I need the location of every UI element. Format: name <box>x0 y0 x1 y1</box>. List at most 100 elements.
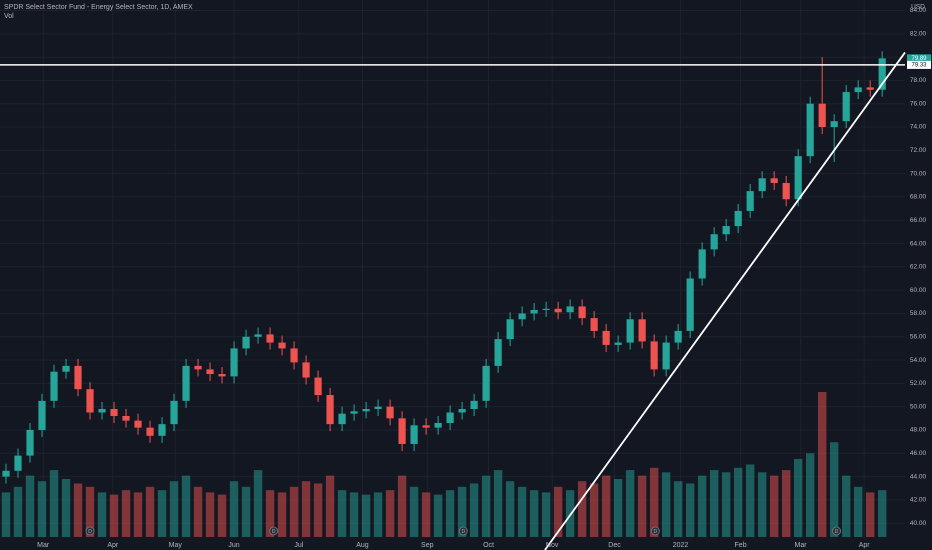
volume-bar <box>625 470 635 537</box>
volume-bar <box>253 470 263 537</box>
volume-bar <box>37 481 47 537</box>
volume-bar <box>325 475 335 537</box>
grid <box>0 0 905 538</box>
volume-bar <box>301 481 311 537</box>
volume-bar <box>145 486 155 537</box>
dividend-label: D <box>654 529 658 535</box>
volume-bar <box>829 442 839 537</box>
volume-bar <box>385 490 395 537</box>
volume-bar <box>553 486 563 537</box>
candle-body <box>158 424 166 436</box>
volume-bar <box>169 481 179 537</box>
candle-body <box>14 455 22 471</box>
candle-body <box>170 400 178 425</box>
candle-body <box>110 409 118 416</box>
volume-bar <box>265 490 275 537</box>
candle-body <box>134 420 142 428</box>
x-tick-label: Feb <box>735 542 747 549</box>
dividend-marker <box>832 526 841 536</box>
y-tick-label: 52.00 <box>910 380 927 387</box>
volume-bar <box>733 467 743 537</box>
dividend-label: D <box>88 529 92 535</box>
candle-body <box>866 87 874 90</box>
candle-body <box>458 409 466 413</box>
candle-body <box>302 362 310 378</box>
x-tick-label: Jul <box>294 542 303 549</box>
candle-body <box>194 365 202 370</box>
volume-bar <box>289 486 299 537</box>
y-tick-label: 58.00 <box>910 310 927 317</box>
volume-bar <box>505 481 515 537</box>
y-tick-label: 44.00 <box>910 473 927 480</box>
candle-body <box>26 429 34 456</box>
y-tick-label: 70.00 <box>910 170 927 177</box>
candle-body <box>614 342 622 345</box>
candle-body <box>842 92 850 122</box>
y-tick-label: 84.00 <box>910 7 927 14</box>
volume-bar <box>469 483 479 537</box>
candle-body <box>50 371 58 401</box>
volume-label: Vol <box>4 13 14 20</box>
candle-body <box>146 427 154 436</box>
volume-pane <box>1 392 887 537</box>
candle-body <box>590 318 598 331</box>
volume-bar <box>613 479 623 537</box>
volume-bar <box>781 470 791 537</box>
candle-body <box>758 178 766 192</box>
candle-body <box>806 103 814 157</box>
candle-body <box>542 308 550 310</box>
currency: USD <box>911 4 925 11</box>
volume-bar <box>181 475 191 537</box>
volume-bar <box>409 486 419 537</box>
candle-body <box>782 182 790 200</box>
candle-body <box>506 319 514 340</box>
volume-bar <box>481 475 491 537</box>
y-tick-label: 42.00 <box>910 497 927 504</box>
candle-body <box>650 341 658 370</box>
volume-bar <box>229 481 239 537</box>
volume-bar <box>589 483 599 537</box>
volume-bar <box>685 483 695 537</box>
candle-body <box>374 406 382 410</box>
candle-body <box>278 342 286 349</box>
x-tick-label: 2022 <box>673 542 689 549</box>
volume-bar <box>433 494 443 537</box>
candle-body <box>470 400 478 410</box>
volume-bar <box>493 470 503 537</box>
candle-body <box>518 313 526 320</box>
candle-body <box>746 191 754 211</box>
volume-bar <box>193 486 203 537</box>
dividend-marker <box>458 526 468 536</box>
last-price-badge <box>907 54 931 63</box>
dividend-label: D <box>461 529 465 535</box>
candle-body <box>434 422 442 428</box>
candle-body <box>830 121 838 128</box>
candle-body <box>686 278 694 331</box>
candle-body <box>338 413 346 425</box>
candle-body <box>218 374 226 377</box>
candle-body <box>362 409 370 412</box>
volume-bar <box>445 490 455 537</box>
candle-body <box>74 365 82 390</box>
x-tick-label: Apr <box>859 542 871 549</box>
volume-bar <box>817 392 827 537</box>
x-tick-label: Nov <box>546 542 559 549</box>
candle-body <box>398 418 406 444</box>
chart-title: SPDR Select Sector Fund - Energy Select … <box>4 4 193 11</box>
y-tick-label: 56.00 <box>910 333 927 340</box>
volume-bar <box>853 486 863 537</box>
candle-body <box>722 226 730 235</box>
candle-body <box>662 342 670 370</box>
volume-bar <box>805 453 815 537</box>
candle-body <box>734 210 742 227</box>
x-tick-label: Apr <box>107 542 119 549</box>
dividend-marker <box>650 526 660 536</box>
y-tick-label: 50.00 <box>910 403 927 410</box>
volume-bar <box>637 475 647 537</box>
volume-bar <box>49 470 59 537</box>
candle-body <box>266 334 274 343</box>
candle-body <box>578 306 586 319</box>
